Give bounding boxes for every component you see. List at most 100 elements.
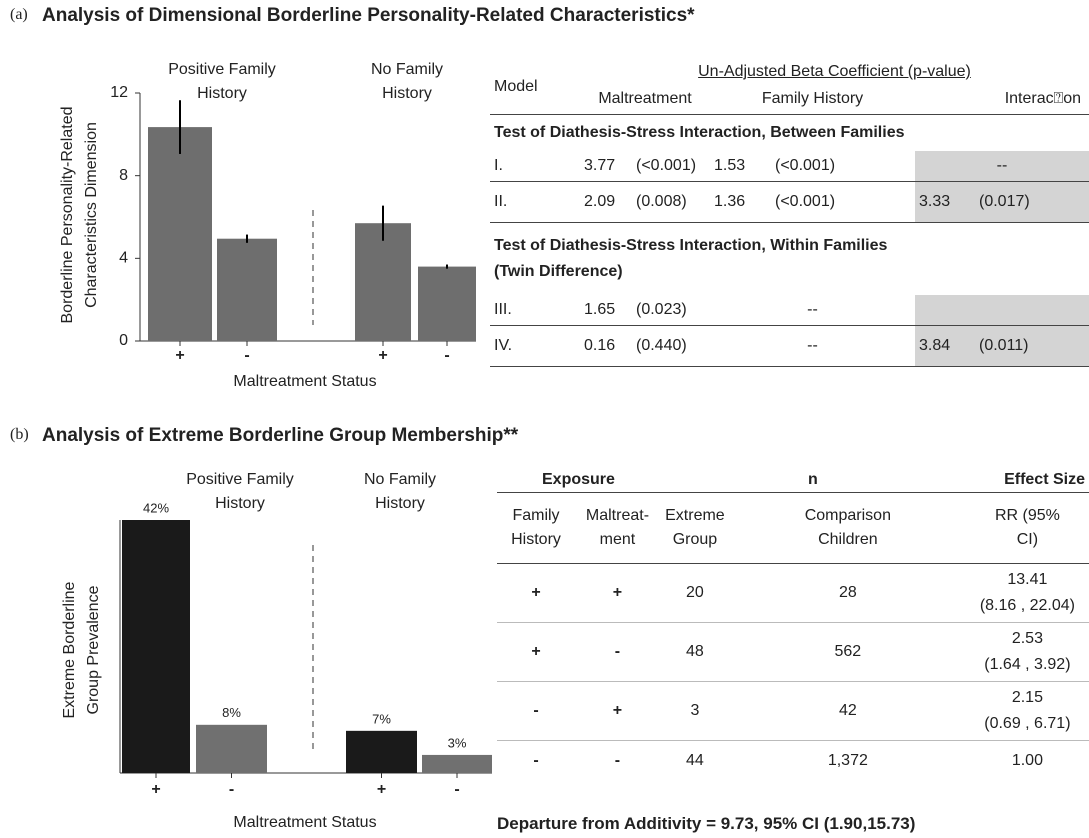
column-header: Family History: [511, 507, 561, 548]
cell: I.: [490, 151, 580, 182]
table-row: - - 44 1,372 1.00: [497, 741, 1089, 782]
cell: 1,372: [827, 752, 868, 769]
header: Exposure: [542, 471, 615, 488]
cell: 13.41 (8.16 , 22.04): [965, 563, 1089, 623]
section-title-line: Test of Diathesis-Stress Interaction, Wi…: [494, 237, 888, 254]
table-row: IV. 0.16 (0.440) -- 3.84 (0.011): [490, 325, 1089, 367]
bar: [148, 127, 212, 341]
table-a: Model Un-Adjusted Beta Coefficient (p-va…: [490, 60, 1089, 367]
cell: +: [497, 622, 575, 682]
ci: (0.69 , 6.71): [984, 715, 1071, 732]
value-label: 3%: [448, 735, 467, 750]
cell: -: [497, 681, 575, 741]
rr: 2.15: [1011, 689, 1043, 706]
bar: [422, 754, 492, 773]
column-header: Maltreatment: [598, 90, 692, 107]
x-tick-label: -: [454, 781, 459, 798]
cell: (0.008): [632, 181, 710, 223]
panel-title: Analysis of Dimensional Borderline Perso…: [42, 5, 695, 26]
cell: II.: [490, 181, 580, 223]
cell: 1.53: [710, 151, 765, 182]
value-label: 8%: [222, 705, 241, 720]
cell: 1.00: [966, 741, 1089, 782]
rr: 2.53: [1011, 630, 1043, 647]
table-b: Exposure n Effect Size Family History Ma…: [497, 468, 1089, 781]
column-header: Comparison Children: [804, 507, 891, 548]
group-label: Positive Family History: [186, 471, 294, 512]
cell: 48: [659, 622, 730, 682]
cell: III.: [490, 295, 580, 326]
bar: [217, 238, 277, 341]
cell: (0.440): [632, 325, 710, 367]
cell: (0.017): [975, 181, 1089, 223]
cell: 3.33: [915, 181, 975, 223]
cell: 20: [659, 563, 730, 623]
table-row: II. 2.09 (0.008) 1.36 (<0.001) 3.33 (0.017): [490, 181, 1089, 223]
cell: 3.77: [580, 151, 632, 182]
bar: [355, 223, 411, 341]
x-tick-label: +: [377, 781, 386, 798]
group-label: Positive Family History: [168, 61, 276, 102]
ci: (1.64 , 3.92): [984, 656, 1071, 673]
section-title-line: (Twin Difference): [494, 263, 623, 280]
header: Un-Adjusted Beta Coefficient (p-value): [698, 63, 971, 80]
y-tick-label: 12: [110, 84, 128, 101]
section-title: Test of Diathesis-Stress Interaction, Be…: [490, 115, 1089, 152]
header: Model: [494, 78, 538, 95]
y-axis-label: Borderline Personality-Related Character…: [59, 106, 100, 324]
value-label: 42%: [143, 500, 169, 515]
cell: +: [497, 563, 575, 623]
table-row: + +20 28 13.41 (8.16 , 22.04): [497, 563, 1089, 623]
cell: --: [710, 295, 915, 326]
cell: IV.: [490, 325, 580, 367]
x-axis-label: Maltreatment Status: [233, 373, 376, 390]
cell: (<0.001): [765, 181, 915, 223]
group-label: No Family History: [370, 61, 443, 102]
section-title-line: Test of Diathesis-Stress Interaction, Be…: [494, 124, 905, 141]
bar: [196, 724, 267, 773]
cell: 1.36: [710, 181, 765, 223]
table-row: III. 1.65 (0.023) --: [490, 295, 1089, 326]
cell: 1.65: [580, 295, 632, 326]
column-header: Interac⍰on: [1004, 90, 1081, 107]
ci: (8.16 , 22.04): [979, 597, 1075, 614]
panel-label: (b): [10, 426, 29, 443]
column-header: RR (95% CI): [994, 507, 1060, 548]
y-axis-label: Extreme Borderline Group Prevalence: [61, 581, 102, 719]
table-row: + -48 562 2.53 (1.64 , 3.92): [497, 622, 1089, 682]
panel-label: (a): [10, 6, 28, 23]
section-row: Test of Diathesis-Stress Interaction, Wi…: [490, 223, 1089, 296]
header: n: [807, 471, 818, 488]
cell: 3: [659, 681, 730, 741]
cell: (0.011): [975, 325, 1089, 367]
cell: 562: [729, 622, 966, 682]
y-tick-label: 0: [119, 332, 128, 349]
value-label: 7%: [372, 711, 391, 726]
cell: --: [915, 151, 1089, 182]
cell: 3.84: [915, 325, 975, 367]
cell: 44: [686, 752, 704, 769]
panel-title: Analysis of Extreme Borderline Group Mem…: [42, 425, 519, 446]
cell: [915, 295, 1089, 326]
cell: (<0.001): [765, 151, 915, 182]
column-header: Extreme Group: [665, 507, 725, 548]
cell: --: [710, 325, 915, 367]
cell: 42: [729, 681, 966, 741]
table-row: I. 3.77 (<0.001) 1.53 (<0.001) --: [490, 151, 1089, 182]
group-label: No Family History: [363, 471, 436, 512]
footer-note: Departure from Additivity = 9.73, 95% CI…: [497, 814, 916, 833]
cell: +: [575, 681, 660, 741]
rr: 13.41: [1007, 571, 1048, 588]
x-tick-label: -: [444, 347, 449, 364]
bar: [346, 730, 417, 773]
cell: -: [533, 752, 539, 769]
cell: (<0.001): [632, 151, 710, 182]
x-axis-label: Maltreatment Status: [233, 814, 376, 831]
column-header: Maltreat-ment: [585, 507, 650, 548]
x-tick-label: -: [244, 347, 249, 364]
cell: -: [614, 752, 621, 769]
x-tick-label: +: [175, 347, 184, 364]
section-row: Test of Diathesis-Stress Interaction, Be…: [490, 115, 1089, 152]
